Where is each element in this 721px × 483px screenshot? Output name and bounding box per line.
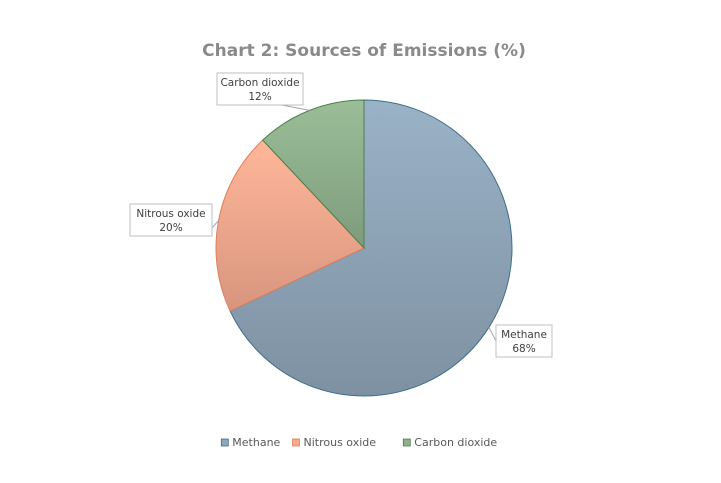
data-labels: Methane 68% Nitrous oxide 20% Carbon dioxide… <box>129 72 553 358</box>
data-label-category: Methane <box>501 329 547 341</box>
legend-swatch <box>402 438 411 447</box>
leader-line-carbon-dioxide <box>281 104 310 111</box>
data-label-nitrous-oxide: Nitrous oxide 20% <box>129 203 213 237</box>
data-label-value: 20% <box>159 222 182 234</box>
data-label-box <box>216 72 304 106</box>
leader-lines <box>211 104 497 342</box>
data-label-value: 12% <box>248 91 271 103</box>
legend-label: Carbon dioxide <box>414 436 497 449</box>
legend-swatch <box>292 438 300 447</box>
data-label-category: Nitrous oxide <box>136 208 205 220</box>
legend-label: Methane <box>232 436 280 449</box>
legend-label: Nitrous oxide <box>304 436 377 449</box>
data-label-value: 68% <box>512 343 535 355</box>
legend-item-nitrous-oxide: Nitrous oxide <box>292 436 377 449</box>
leader-line-methane <box>488 327 497 342</box>
legend-swatch <box>220 438 229 447</box>
data-label-box <box>495 324 553 358</box>
data-label-methane: Methane 68% <box>495 324 553 358</box>
data-label-category: Carbon dioxide <box>220 77 299 89</box>
leader-line-nitrous-oxide <box>211 219 220 229</box>
data-label-carbon-dioxide: Carbon dioxide 12% <box>216 72 304 106</box>
data-label-box <box>129 203 213 237</box>
legend-item-methane: Methane <box>220 436 281 449</box>
chart-title: Chart 2: Sources of Emissions (%) <box>202 41 526 61</box>
pie-slices <box>215 99 513 397</box>
pie-slice-methane <box>229 99 513 397</box>
pie-slice-nitrous-oxide <box>215 139 365 312</box>
legend: Methane Nitrous oxide Carbon dioxide <box>220 436 497 449</box>
legend-item-carbon-dioxide: Carbon dioxide <box>402 436 497 449</box>
